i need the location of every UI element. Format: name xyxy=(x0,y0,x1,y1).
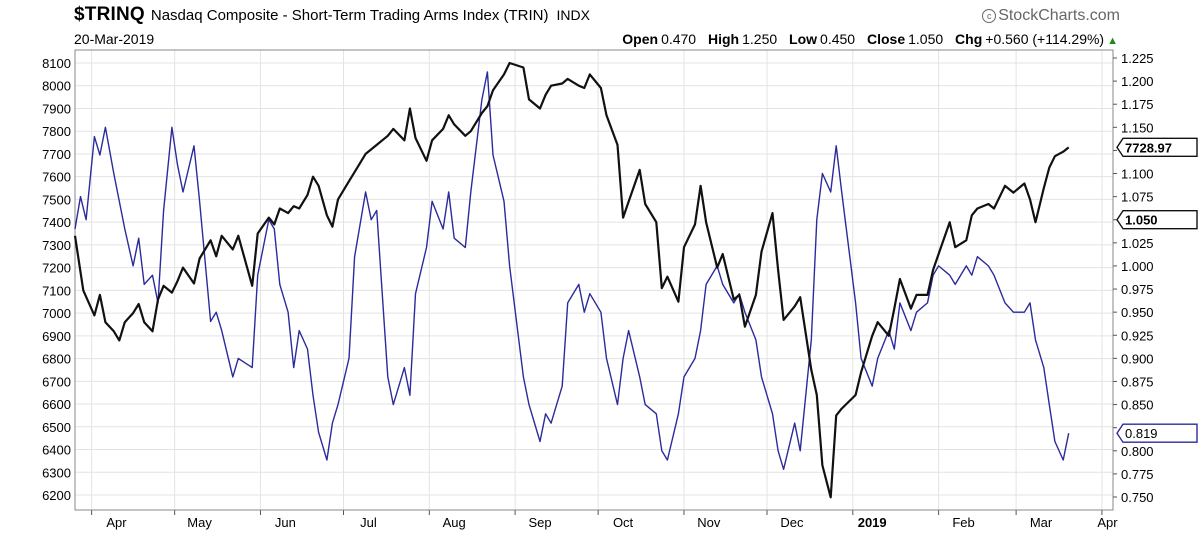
y-right-tick-label: 1.150 xyxy=(1121,120,1154,135)
y-left-tick-label: 6900 xyxy=(42,329,71,344)
chg-value: +0.560 (+114.29%) xyxy=(985,31,1105,47)
high-label: High xyxy=(708,31,740,47)
y-left-tick-label: 6400 xyxy=(42,443,71,458)
chart-symbol: $TRINQ xyxy=(74,4,145,25)
y-left-tick-label: 6200 xyxy=(42,488,71,503)
y-left-tick-label: 7200 xyxy=(42,261,71,276)
close-value: 1.050 xyxy=(908,31,944,47)
y-left-tick-label: 8100 xyxy=(42,56,71,71)
y-left-tick-label: 7400 xyxy=(42,215,71,230)
y-right-tick-label: 1.025 xyxy=(1121,236,1154,251)
y-right-tick-label: 1.200 xyxy=(1121,74,1154,89)
y-left-tick-label: 7100 xyxy=(42,283,71,298)
y-left-tick-label: 7000 xyxy=(42,306,71,321)
y-left-tick-label: 8000 xyxy=(42,79,71,94)
y-right-tick-label: 0.900 xyxy=(1121,351,1154,366)
y-right-tick-label: 1.225 xyxy=(1121,51,1154,66)
trin-last-value-box xyxy=(1116,210,1198,230)
brand-watermark: c StockCharts.com xyxy=(982,7,1120,25)
x-tick-label: May xyxy=(187,515,212,530)
y-left-tick-label: 6500 xyxy=(42,420,71,435)
up-arrow-icon: ▲ xyxy=(1107,35,1118,47)
high-value: 1.250 xyxy=(742,31,778,47)
nasdaq-line xyxy=(73,61,1070,499)
exchange-label: INDX xyxy=(556,7,590,23)
y-right-tick-label: 0.850 xyxy=(1121,398,1154,413)
plot-frame xyxy=(74,49,1114,511)
trin-line xyxy=(74,71,1070,470)
nasdaq-last-value-label: 7728.97 xyxy=(1125,140,1172,155)
low-label: Low xyxy=(789,31,818,47)
y-left-tick-label: 7300 xyxy=(42,238,71,253)
y-left-tick-label: 6600 xyxy=(42,397,71,412)
copyright-icon: c xyxy=(982,9,997,23)
x-tick-label: Dec xyxy=(780,515,804,530)
open-value: 0.470 xyxy=(661,31,697,47)
close-label: Close xyxy=(866,31,906,47)
x-tick-label: Jun xyxy=(275,515,296,530)
trin-ma-last-value-box xyxy=(1116,423,1198,443)
y-left-tick-label: 7500 xyxy=(42,192,71,207)
y-right-tick-label: 1.075 xyxy=(1121,190,1154,205)
y-right-tick-label: 0.800 xyxy=(1121,444,1154,459)
trin-last-value-label: 1.050 xyxy=(1125,213,1158,228)
ohlc-readout: Open 0.470 High 1.250 Low 0.450 Close 1.050 … xyxy=(614,31,1118,47)
y-right-tick-label: 1.175 xyxy=(1121,97,1154,112)
title-line: $TRINQ Nasdaq Composite - Short-Term Trad… xyxy=(74,4,590,26)
x-tick-label: Jul xyxy=(360,515,377,530)
x-tick-label: Aug xyxy=(443,515,466,530)
trin-ma-last-value-label: 0.819 xyxy=(1125,426,1158,441)
y-left-tick-label: 6800 xyxy=(42,352,71,367)
x-tick-label: Apr xyxy=(106,515,127,530)
chart-name: Nasdaq Composite - Short-Term Trading Ar… xyxy=(150,7,549,24)
y-left-tick-label: 7700 xyxy=(42,147,71,162)
open-label: Open xyxy=(622,31,659,47)
x-tick-label: Sep xyxy=(528,515,551,530)
y-right-tick-label: 0.950 xyxy=(1121,305,1154,320)
x-tick-label: 2019 xyxy=(858,515,887,530)
y-right-tick-label: 1.000 xyxy=(1121,259,1154,274)
x-tick-label: Feb xyxy=(952,515,974,530)
y-right-tick-label: 0.975 xyxy=(1121,282,1154,297)
x-tick-label: Apr xyxy=(1097,515,1118,530)
low-value: 0.450 xyxy=(820,31,856,47)
brand-label: StockCharts.com xyxy=(998,7,1120,24)
nasdaq-last-value-box xyxy=(1116,137,1198,158)
chart-date: 20-Mar-2019 xyxy=(74,31,155,47)
y-right-tick-label: 0.925 xyxy=(1121,328,1154,343)
y-right-tick-label: 0.875 xyxy=(1121,374,1154,389)
chart-header: $TRINQ Nasdaq Composite - Short-Term Trad… xyxy=(74,4,1124,48)
chg-label: Chg xyxy=(955,31,983,47)
y-right-tick-label: 0.775 xyxy=(1121,467,1154,482)
y-left-tick-label: 7900 xyxy=(42,101,71,116)
x-tick-label: Nov xyxy=(697,515,721,530)
y-left-tick-label: 7800 xyxy=(42,124,71,139)
y-right-tick-label: 1.100 xyxy=(1121,167,1154,182)
y-left-tick-label: 7600 xyxy=(42,170,71,185)
y-left-tick-label: 6300 xyxy=(42,465,71,480)
y-left-tick-label: 6700 xyxy=(42,374,71,389)
y-right-tick-label: 0.750 xyxy=(1121,490,1154,505)
x-tick-label: Oct xyxy=(613,515,634,530)
x-tick-label: Mar xyxy=(1030,515,1053,530)
